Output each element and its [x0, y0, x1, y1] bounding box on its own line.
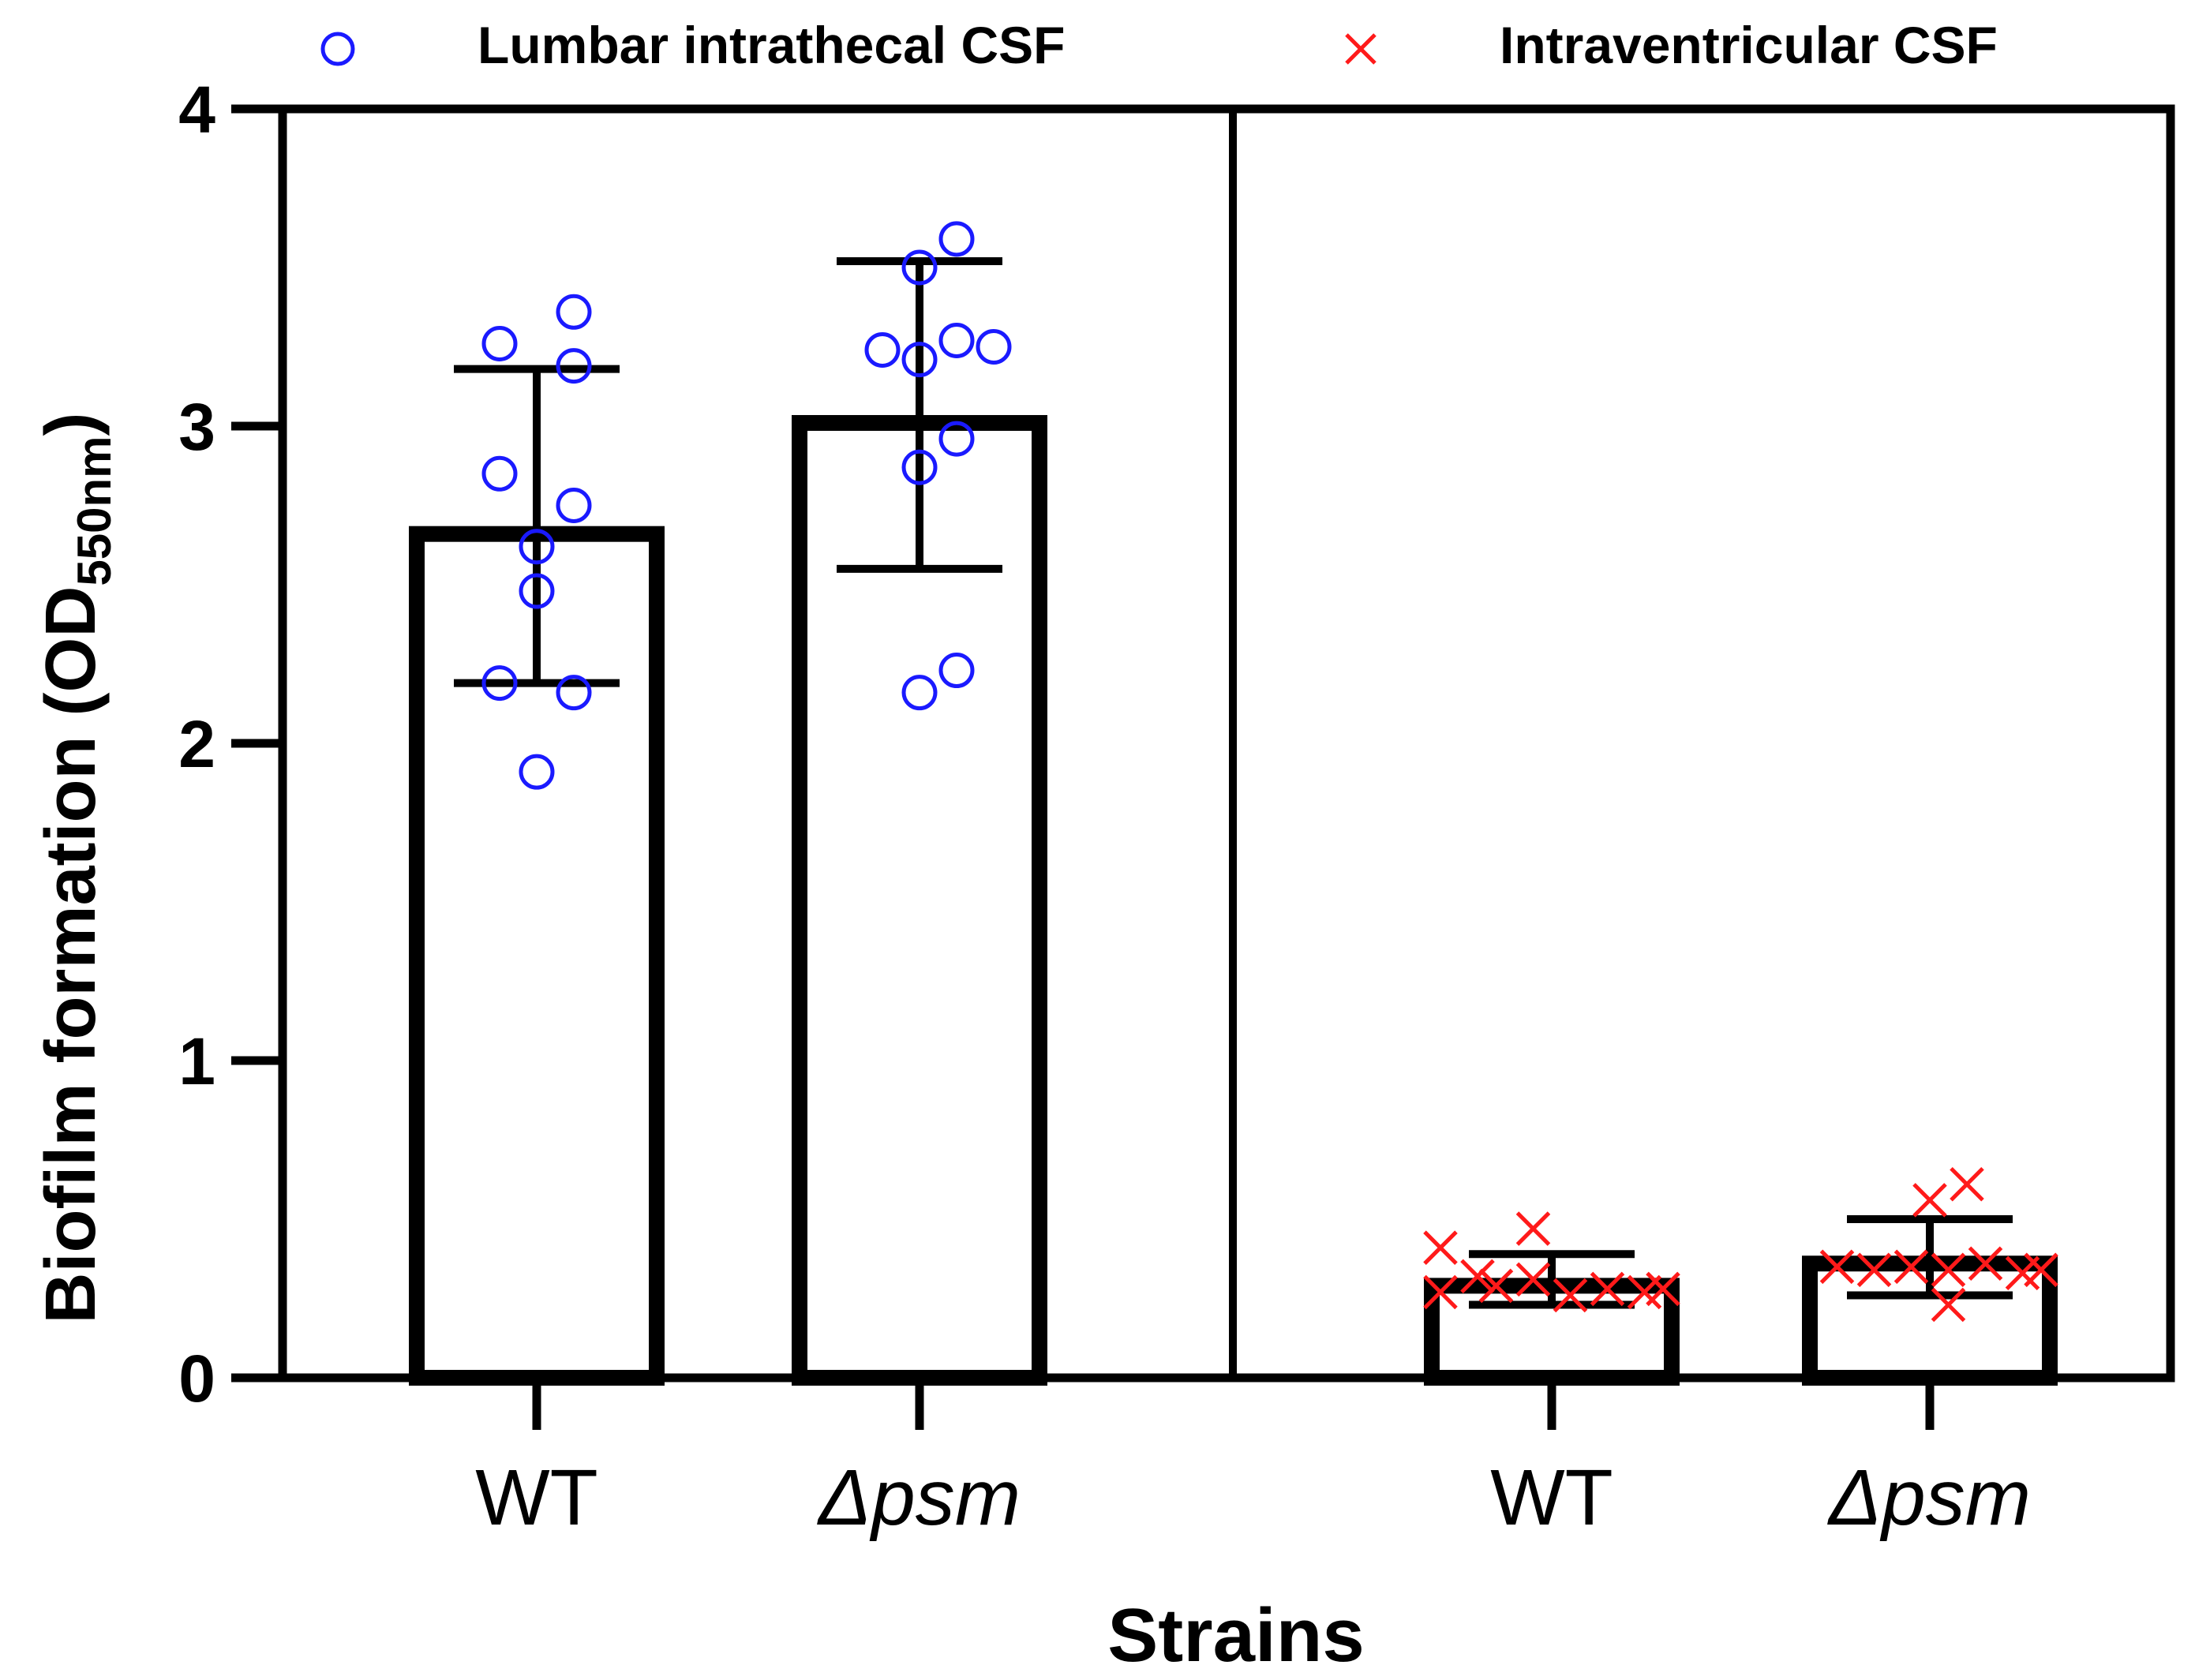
data-point-circle: [938, 322, 975, 358]
data-point-circle: [556, 675, 592, 711]
data-point-cross-stroke: [1646, 1271, 1680, 1307]
data-point-circle: [901, 449, 938, 485]
y-axis-ticks: 0 1 2 3 4: [178, 73, 283, 1416]
data-point-circle: [864, 332, 901, 369]
data-point-cross-stroke: [1423, 1230, 1458, 1265]
data-point-circle: [556, 294, 592, 330]
data-point-circle: [938, 221, 975, 257]
legend-label-intraventricular: Intraventricular CSF: [1500, 16, 1998, 74]
data-point-circle: [938, 653, 975, 689]
data-point-circle: [481, 325, 518, 361]
plot-frame: [278, 104, 2175, 1383]
data-point-circle: [901, 342, 938, 378]
bar-group: [1802, 1167, 2058, 1386]
data-point-cross-stroke: [2024, 1252, 2058, 1288]
data-point-cross-stroke: [1931, 1252, 1966, 1288]
legend-label-lumbar: Lumbar intrathecal CSF: [478, 16, 1065, 74]
data-point-cross: [1423, 1274, 1458, 1310]
y-tick-label: 2: [178, 707, 215, 781]
data-point-circle: [938, 421, 975, 457]
data-point-cross: [1931, 1252, 1966, 1288]
data-point-circle: [556, 488, 592, 523]
data-point-circle: [556, 348, 592, 384]
x-tick-label: Δpsm: [817, 1454, 1021, 1542]
legend-cross-marker: [1345, 33, 1377, 65]
data-point-cross: [1931, 1287, 1966, 1323]
data-point-cross-stroke: [1478, 1268, 1514, 1304]
x-tick-label: WT: [475, 1454, 597, 1542]
data-point-cross-stroke: [1912, 1183, 1947, 1218]
x-axis-ticks: WT Δpsm WT Δpsm: [475, 1378, 2031, 1542]
y-tick-label: 0: [178, 1341, 215, 1416]
data-point-cross-stroke: [1856, 1252, 1892, 1288]
data-point-circle: [481, 455, 518, 492]
data-point-cross: [1515, 1211, 1551, 1246]
x-axis-label: Strains: [1107, 1593, 1364, 1678]
x-tick-label-prefix: Δ: [817, 1454, 871, 1542]
bar: [792, 414, 1047, 1386]
y-tick-label: 4: [178, 73, 215, 147]
data-point-cross-stroke: [1893, 1249, 1929, 1285]
data-point-cross: [2024, 1252, 2058, 1288]
data-point-cross: [1553, 1278, 1588, 1313]
data-point-cross-stroke: [1460, 1259, 1495, 1294]
data-point-cross-stroke: [1931, 1287, 1966, 1323]
x-tick-label: WT: [1490, 1454, 1613, 1542]
data-point-cross-stroke: [1968, 1246, 2003, 1282]
data-point-cross: [1819, 1249, 1855, 1285]
data-point-cross: [1478, 1268, 1514, 1304]
data-point-cross: [1423, 1230, 1458, 1265]
data-point-circle: [481, 665, 518, 702]
data-point-cross-stroke: [1819, 1249, 1855, 1285]
data-point-circle: [976, 329, 1012, 365]
data-point-cross: [1590, 1271, 1625, 1307]
y-tick-label: 3: [178, 390, 215, 464]
bar-group: [1423, 1211, 1680, 1386]
y-axis-label-subscript: 550nm: [68, 436, 121, 586]
data-point-cross: [1912, 1183, 1947, 1218]
data-point-circle: [519, 529, 555, 565]
x-tick-label-prefix: Δ: [1827, 1454, 1882, 1542]
data-point-cross: [1968, 1246, 2003, 1282]
x-tick-label-italic: psm: [1879, 1454, 2031, 1542]
data-point-cross-stroke: [1423, 1274, 1458, 1310]
legend: Lumbar intrathecal CSF Intraventricular …: [320, 16, 1998, 74]
legend-circle-marker: [320, 32, 355, 66]
bar-group: [409, 294, 665, 1386]
data-point-circle: [519, 573, 555, 609]
data-point-cross: [1893, 1249, 1929, 1285]
data-point-cross: [1646, 1271, 1680, 1307]
data-point-cross-stroke: [1590, 1271, 1625, 1307]
x-tick-label-italic: psm: [869, 1454, 1021, 1542]
data-point-circle: [519, 754, 555, 790]
plot-border: [278, 104, 2175, 1383]
data-point-cross-stroke: [1553, 1278, 1588, 1313]
data-point-cross-stroke: [1515, 1262, 1551, 1297]
data-point-cross: [1856, 1252, 1892, 1288]
data-point-circle: [901, 249, 938, 286]
data-point-cross-stroke: [1950, 1167, 1984, 1202]
bar-group: [792, 221, 1047, 1386]
data-point-cross-stroke: [1515, 1211, 1551, 1246]
data-point-cross: [1950, 1167, 1984, 1202]
data-point-cross: [1515, 1262, 1551, 1297]
data-point-cross: [1460, 1259, 1495, 1294]
data-point-circle: [901, 675, 938, 711]
x-tick-label: Δpsm: [1827, 1454, 2031, 1542]
y-axis-label: Biofilm formation (OD550nm): [32, 412, 121, 1323]
y-tick-label: 1: [178, 1024, 215, 1098]
